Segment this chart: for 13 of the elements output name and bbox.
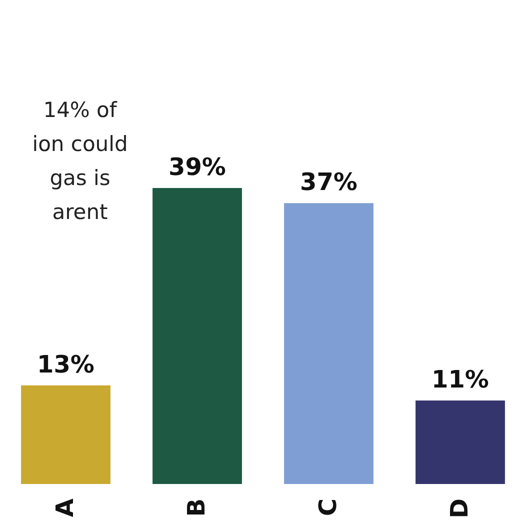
data-label: 11% bbox=[432, 366, 489, 394]
bar bbox=[284, 203, 374, 484]
x-tick-label: B bbox=[182, 498, 210, 517]
x-tick-label: C bbox=[314, 498, 342, 516]
bar bbox=[152, 188, 242, 484]
bar bbox=[21, 385, 110, 484]
data-label: 39% bbox=[168, 153, 226, 181]
x-tick-label: D bbox=[445, 498, 474, 518]
data-label: 13% bbox=[37, 350, 94, 378]
data-label: 37% bbox=[300, 168, 358, 196]
annotation: 14% of ion could gas is arent bbox=[32, 98, 128, 224]
bar bbox=[416, 400, 505, 484]
x-tick-label: A bbox=[50, 498, 79, 518]
